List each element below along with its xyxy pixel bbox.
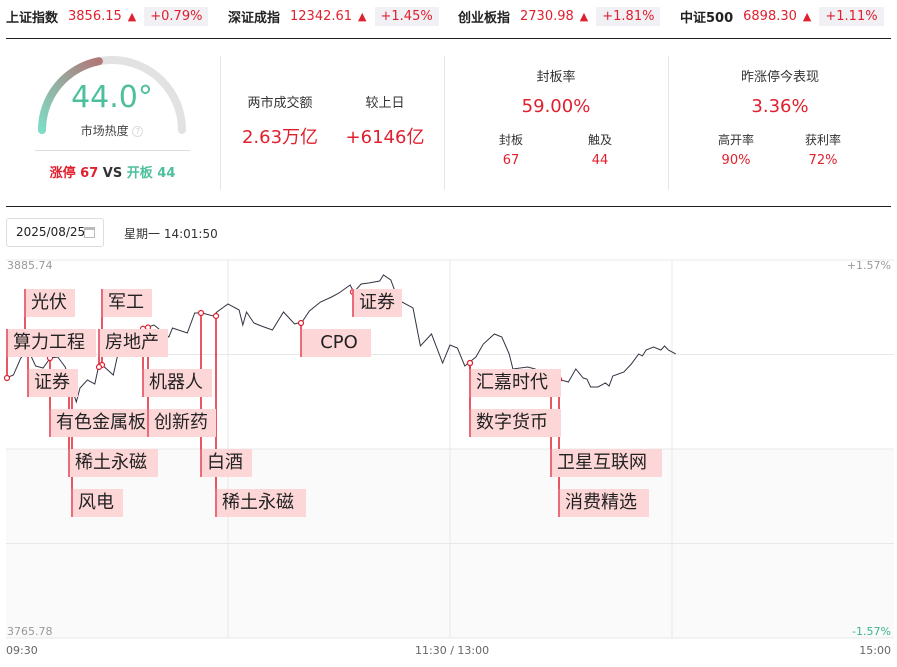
up-arrow-icon: ▲ [579, 9, 589, 23]
sealed-label: 封板 [498, 133, 523, 147]
yesterday-value: 3.36% [751, 96, 809, 117]
date-value: 2025/08/25 [16, 225, 86, 239]
divider [444, 56, 445, 190]
limit-up-vs-open: 涨停 67 VS 开板 44 [35, 162, 190, 181]
annotation-tag[interactable]: 有色金属板 [49, 409, 147, 437]
open-label: 开板 [126, 166, 153, 181]
annotation-marker [466, 359, 474, 367]
limit-up-label: 涨停 [49, 166, 76, 181]
yesterday-label: 昨涨停今表现 [740, 70, 819, 85]
high-open-value: 90% [721, 153, 751, 168]
heat-label: 市场热度 [80, 124, 129, 138]
turnover-diff-label: 较上日 [365, 96, 405, 111]
y-bottom-label: 3765.78 [7, 625, 53, 638]
index-name: 中证500 [680, 10, 734, 26]
turnover-label: 两市成交额 [247, 96, 313, 111]
annotation-tag[interactable]: 证券 [27, 369, 78, 397]
annotation-tag[interactable]: 创新药 [147, 409, 216, 437]
annotation-marker [95, 363, 103, 371]
index-price: 12342.61 [290, 8, 353, 24]
x-label-open: 09:30 [6, 644, 38, 657]
up-arrow-icon: ▲ [127, 9, 137, 23]
annotation-tag[interactable]: 卫星互联网 [550, 449, 662, 477]
annotation-tag[interactable]: 房地产 [98, 329, 168, 357]
annotation-marker [297, 319, 305, 327]
index-price: 6898.30 [743, 8, 797, 24]
divider [6, 38, 891, 39]
heat-label-row: 市场热度 ? [40, 122, 184, 139]
turnover-diff: +6146亿 [345, 127, 425, 148]
index-chinext[interactable]: 创业板指 2730.98 ▲ +1.81% [458, 6, 661, 26]
heat-gauge [38, 56, 186, 134]
turnover-value: 2.63万亿 [241, 127, 319, 148]
divider [668, 56, 669, 190]
annotation-marker [3, 374, 11, 382]
divider [220, 56, 221, 190]
annotation-tag[interactable]: 消费精选 [558, 489, 649, 517]
profit-value: 72% [808, 153, 838, 168]
open-count: 44 [157, 166, 176, 181]
up-arrow-icon: ▲ [802, 9, 812, 23]
seal-rate-label: 封板率 [536, 70, 576, 85]
annotation-tag[interactable]: CPO [300, 329, 371, 357]
pct-top-label: +1.57% [846, 259, 891, 272]
limit-up-count: 67 [80, 166, 99, 181]
annotation-tag[interactable]: 风电 [71, 489, 123, 517]
x-label-noon: 11:30 / 13:00 [415, 644, 490, 657]
date-picker[interactable]: 2025/08/25 [6, 218, 104, 247]
index-shenzhen[interactable]: 深证成指 12342.61 ▲ +1.45% [228, 6, 439, 26]
x-label-close: 15:00 [859, 644, 891, 657]
index-name: 创业板指 [458, 10, 511, 26]
annotation-tag[interactable]: 机器人 [142, 369, 212, 397]
index-change: +1.11% [819, 6, 884, 26]
up-arrow-icon: ▲ [358, 9, 367, 23]
index-change: +1.81% [596, 6, 661, 26]
profit-label: 获利率 [804, 133, 841, 147]
annotation-tag[interactable]: 军工 [101, 289, 152, 317]
index-shanghai[interactable]: 上证指数 3856.15 ▲ +0.79% [6, 6, 209, 26]
calendar-icon [84, 227, 95, 238]
annotation-tag[interactable]: 数字货币 [469, 409, 561, 437]
high-open-label: 高开率 [717, 133, 754, 147]
seal-rate-value: 59.00% [521, 96, 591, 117]
divider [6, 206, 891, 207]
annotation-tag[interactable]: 证券 [352, 289, 402, 317]
index-price: 2730.98 [520, 8, 574, 24]
annotation-tag[interactable]: 光伏 [24, 289, 75, 317]
touched-value: 44 [591, 153, 609, 168]
index-name: 上证指数 [6, 10, 59, 26]
heat-value: 44.0° [71, 80, 153, 115]
touched-label: 触及 [587, 133, 612, 147]
index-csi500[interactable]: 中证500 6898.30 ▲ +1.11% [680, 6, 884, 26]
divider [35, 150, 190, 151]
annotation-tag[interactable]: 算力工程 [6, 329, 96, 357]
index-price: 3856.15 [68, 8, 122, 24]
question-circle-icon[interactable]: ? [132, 126, 144, 137]
annotation-tag[interactable]: 汇嘉时代 [469, 369, 561, 397]
annotation-marker [212, 312, 220, 320]
sealed-value: 67 [502, 153, 520, 168]
index-change: +1.45% [374, 6, 439, 26]
gauge-fill [38, 57, 103, 134]
annotation-tag[interactable]: 白酒 [200, 449, 252, 477]
y-top-label: 3885.74 [7, 259, 53, 272]
weekday-time: 星期一 14:01:50 [124, 227, 218, 241]
index-name: 深证成指 [228, 10, 281, 26]
annotation-marker [197, 309, 205, 317]
annotation-tag[interactable]: 稀土永磁 [215, 489, 306, 517]
index-change: +0.79% [144, 6, 209, 26]
annotation-tag[interactable]: 稀土永磁 [68, 449, 158, 477]
pct-bottom-label: -1.57% [852, 625, 891, 638]
vs-label: VS [102, 166, 123, 181]
